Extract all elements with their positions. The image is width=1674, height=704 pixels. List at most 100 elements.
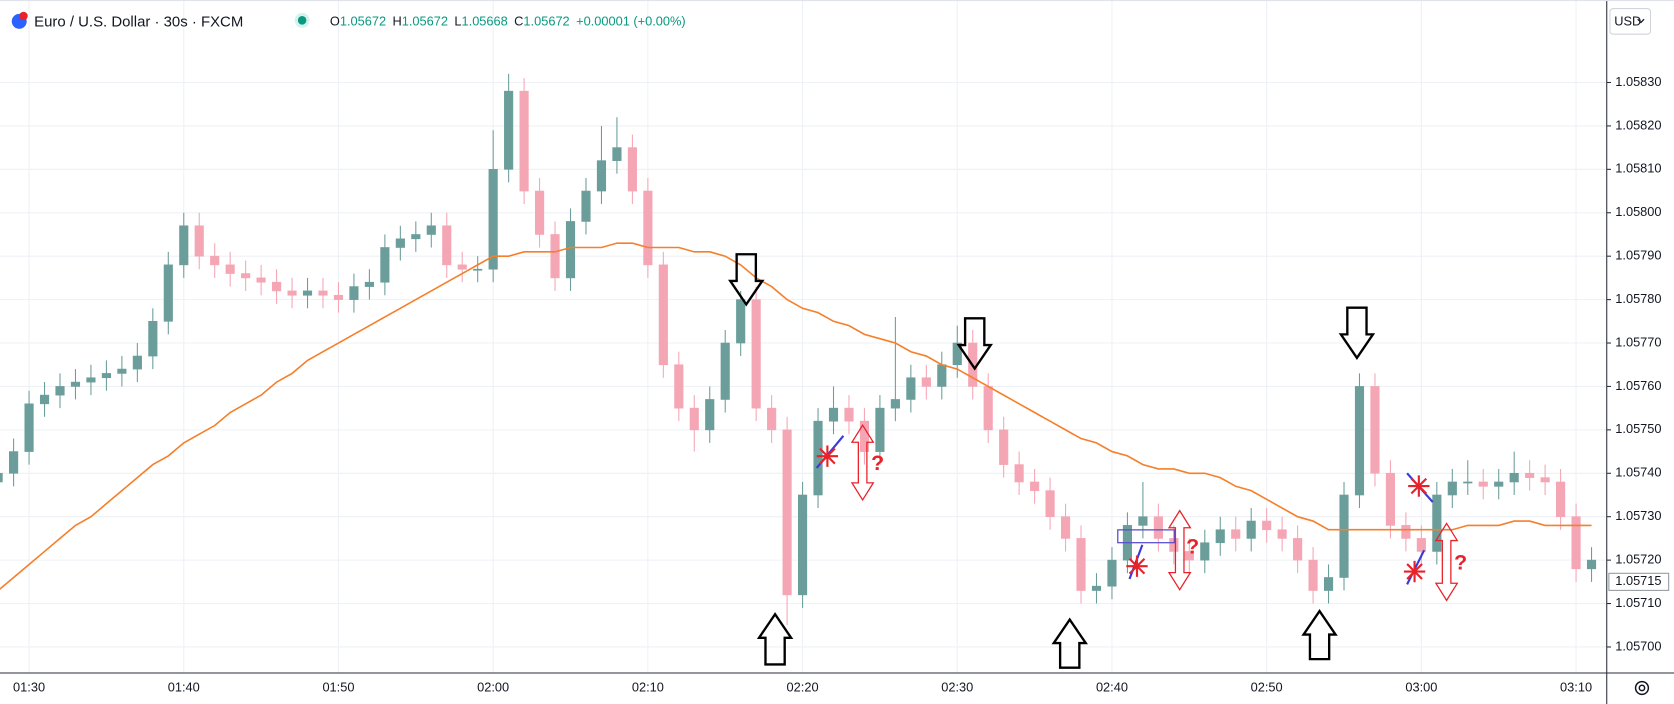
candle-body	[767, 407, 777, 431]
candle-body	[1308, 559, 1318, 591]
candle-body	[318, 290, 328, 296]
candle-body	[148, 320, 158, 357]
down-arrow	[956, 317, 993, 371]
ohlc-value: 1.05668	[462, 14, 508, 29]
candle-body	[1107, 559, 1117, 587]
y-tick-label: 1.05760	[1615, 378, 1661, 393]
x-tick-label: 02:00	[477, 679, 509, 694]
candle-body	[364, 281, 374, 287]
candle-body	[535, 190, 545, 235]
candle-body	[565, 221, 576, 279]
candle-body	[921, 377, 931, 387]
candle-body	[1091, 585, 1102, 591]
candle-body	[689, 407, 699, 431]
currency-label[interactable]: USD	[1614, 14, 1641, 29]
candle-body	[9, 451, 19, 474]
candle-body	[1463, 481, 1473, 484]
candle-body	[1525, 472, 1535, 478]
candle-body	[426, 225, 436, 235]
candle-body	[1060, 516, 1071, 539]
candle-body	[720, 342, 730, 400]
candle-body	[782, 429, 792, 596]
candle-body	[1370, 386, 1380, 474]
y-tick-label: 1.05810	[1615, 161, 1661, 176]
moving-average-line	[0, 242, 1592, 590]
candle-body	[117, 368, 127, 374]
candle-body	[658, 264, 668, 366]
candle-body	[1215, 529, 1225, 544]
currency-caret[interactable]	[1637, 18, 1645, 24]
candle-body	[1339, 494, 1349, 578]
candle-body	[1014, 464, 1024, 483]
candle-body	[859, 420, 870, 452]
axes: 1.05700 1.05710 1.05720 1.05730 1.05740 1.057…	[13, 74, 1670, 694]
up-arrow	[1301, 608, 1338, 661]
x-tick-label: 01:30	[13, 679, 45, 694]
candle-body	[132, 355, 142, 370]
candle-body	[627, 147, 637, 192]
candle-body	[39, 394, 50, 405]
candle-body	[1045, 490, 1055, 518]
x-tick-label: 01:40	[168, 679, 200, 694]
candle-body	[488, 169, 498, 270]
candle-body	[272, 281, 282, 292]
candle-body	[828, 407, 839, 422]
question-marks: ? ? ?	[871, 451, 1467, 574]
y-tick-label: 1.05710	[1615, 595, 1661, 610]
candle-body	[442, 225, 452, 266]
candle-body	[194, 225, 204, 257]
double-arrow	[850, 423, 875, 502]
star	[1408, 475, 1430, 497]
candle-body	[24, 403, 34, 452]
candle-body	[736, 299, 746, 344]
y-tick-label: 1.05700	[1615, 638, 1661, 653]
candle-body	[1586, 559, 1597, 570]
candle-body	[395, 238, 405, 248]
question-mark: ?	[871, 451, 884, 475]
down-arrow	[728, 253, 765, 307]
candle-body	[1184, 551, 1194, 561]
drawn-box	[1117, 529, 1176, 544]
settings-icon-ring[interactable]	[1634, 680, 1650, 696]
x-tick-label: 03:00	[1405, 679, 1437, 694]
grid	[0, 0, 1607, 674]
candle-body	[1509, 472, 1519, 483]
ohlc-value: 1.05672	[523, 14, 569, 29]
x-tick-label: 03:10	[1560, 679, 1592, 694]
ohlc-change: +0.00001 (+0.00%)	[576, 14, 686, 29]
candle-body	[1385, 472, 1395, 526]
currency-button[interactable]	[1609, 8, 1652, 35]
candle-body	[705, 399, 715, 431]
candle-body	[596, 160, 607, 192]
y-tick-label: 1.05780	[1615, 291, 1661, 306]
candle-body	[1354, 386, 1365, 496]
candle-body	[101, 373, 111, 379]
settings-icon-core[interactable]	[1638, 684, 1646, 692]
candle-body	[519, 90, 529, 192]
y-tick-label: 1.05790	[1615, 248, 1661, 263]
x-tick-label: 02:30	[941, 679, 973, 694]
candle-body	[473, 268, 483, 271]
candle-body	[349, 286, 359, 300]
star	[1403, 560, 1426, 583]
candle-body	[504, 90, 514, 170]
symbol-title: Euro / U.S. Dollar · 30s · FXCM	[34, 14, 243, 31]
ohlc-label: H	[393, 14, 402, 29]
candle-body	[1153, 516, 1163, 539]
candle-body	[55, 386, 65, 396]
up-arrow	[1051, 617, 1088, 669]
candle-body	[983, 386, 993, 431]
double-arrow	[1167, 509, 1192, 591]
candle-body	[952, 342, 962, 366]
settings-icon[interactable]	[1634, 680, 1650, 696]
candle-body	[937, 364, 947, 387]
candle-body	[1231, 529, 1241, 539]
candle-body	[1556, 481, 1566, 518]
candle-body	[1293, 538, 1303, 561]
candle-body	[813, 420, 823, 496]
candle-body	[797, 494, 808, 596]
candle-body	[1323, 577, 1334, 591]
time-axis-panel	[0, 673, 1607, 704]
